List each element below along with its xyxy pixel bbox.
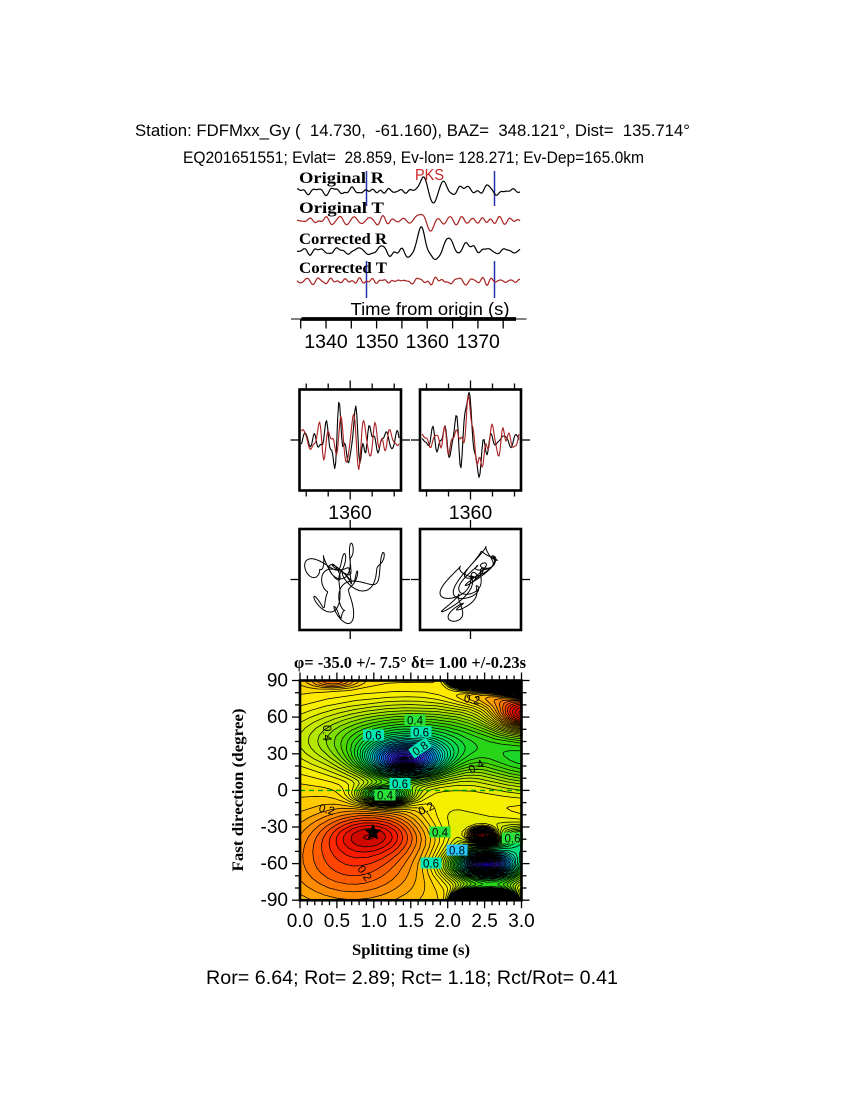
svg-text:EQ201651551; Evlat= 28.859, E: EQ201651551; Evlat= 28.859, Ev-lon= 128.… <box>183 148 644 167</box>
svg-text:-90: -90 <box>261 890 288 911</box>
svg-text:Corrected R: Corrected R <box>299 231 388 248</box>
svg-text:3.0: 3.0 <box>508 911 534 932</box>
svg-text:PKS: PKS <box>415 167 444 184</box>
svg-text:0.4: 0.4 <box>432 827 449 839</box>
svg-text:Corrected T: Corrected T <box>299 260 388 277</box>
svg-text:-30: -30 <box>261 817 288 838</box>
svg-text:0.6: 0.6 <box>366 730 382 742</box>
svg-text:1340: 1340 <box>304 331 348 353</box>
svg-text:0.8: 0.8 <box>449 845 465 857</box>
svg-text:0.4: 0.4 <box>377 790 394 802</box>
svg-text:Time from origin (s): Time from origin (s) <box>351 299 510 319</box>
svg-text:30: 30 <box>267 744 288 765</box>
svg-text:60: 60 <box>267 707 288 728</box>
svg-text:-60: -60 <box>261 854 288 875</box>
svg-text:0.6: 0.6 <box>413 727 429 739</box>
svg-text:1350: 1350 <box>355 331 399 353</box>
svg-text:Original R: Original R <box>299 170 385 187</box>
svg-text:1360: 1360 <box>328 502 372 524</box>
svg-text:0.2: 0.2 <box>463 693 481 708</box>
svg-text:φ= -35.0 +/- 7.5° δt= 1.00 +/-: φ= -35.0 +/- 7.5° δt= 1.00 +/-0.23s <box>294 653 527 672</box>
svg-text:0.0: 0.0 <box>287 911 313 932</box>
svg-text:0.5: 0.5 <box>324 911 350 932</box>
svg-text:0: 0 <box>277 780 288 801</box>
svg-text:1360: 1360 <box>449 502 493 524</box>
svg-text:Original T: Original T <box>299 200 385 217</box>
svg-text:1360: 1360 <box>406 331 450 353</box>
svg-text:2.5: 2.5 <box>471 911 497 932</box>
svg-text:0.4: 0.4 <box>407 715 424 727</box>
svg-text:0.6: 0.6 <box>392 779 408 791</box>
svg-text:Splitting time (s): Splitting time (s) <box>352 942 470 959</box>
svg-text:0.4: 0.4 <box>320 725 332 742</box>
svg-text:2.0: 2.0 <box>434 911 460 932</box>
svg-text:0.2: 0.2 <box>317 802 336 818</box>
svg-text:1.0: 1.0 <box>361 911 387 932</box>
svg-text:Fast direction (degree): Fast direction (degree) <box>230 709 247 872</box>
svg-text:0.6: 0.6 <box>423 858 439 870</box>
svg-text:0.6: 0.6 <box>505 833 521 845</box>
svg-text:1.5: 1.5 <box>398 911 424 932</box>
svg-text:90: 90 <box>267 671 288 692</box>
svg-text:Ror= 6.64; Rot= 2.89; Rct= 1.1: Ror= 6.64; Rot= 2.89; Rct= 1.18; Rct/Rot… <box>206 967 618 989</box>
svg-text:1370: 1370 <box>457 331 501 353</box>
svg-text:Station: FDFMxx_Gy ( 14.730,: Station: FDFMxx_Gy ( 14.730, -61.160), B… <box>135 121 690 140</box>
